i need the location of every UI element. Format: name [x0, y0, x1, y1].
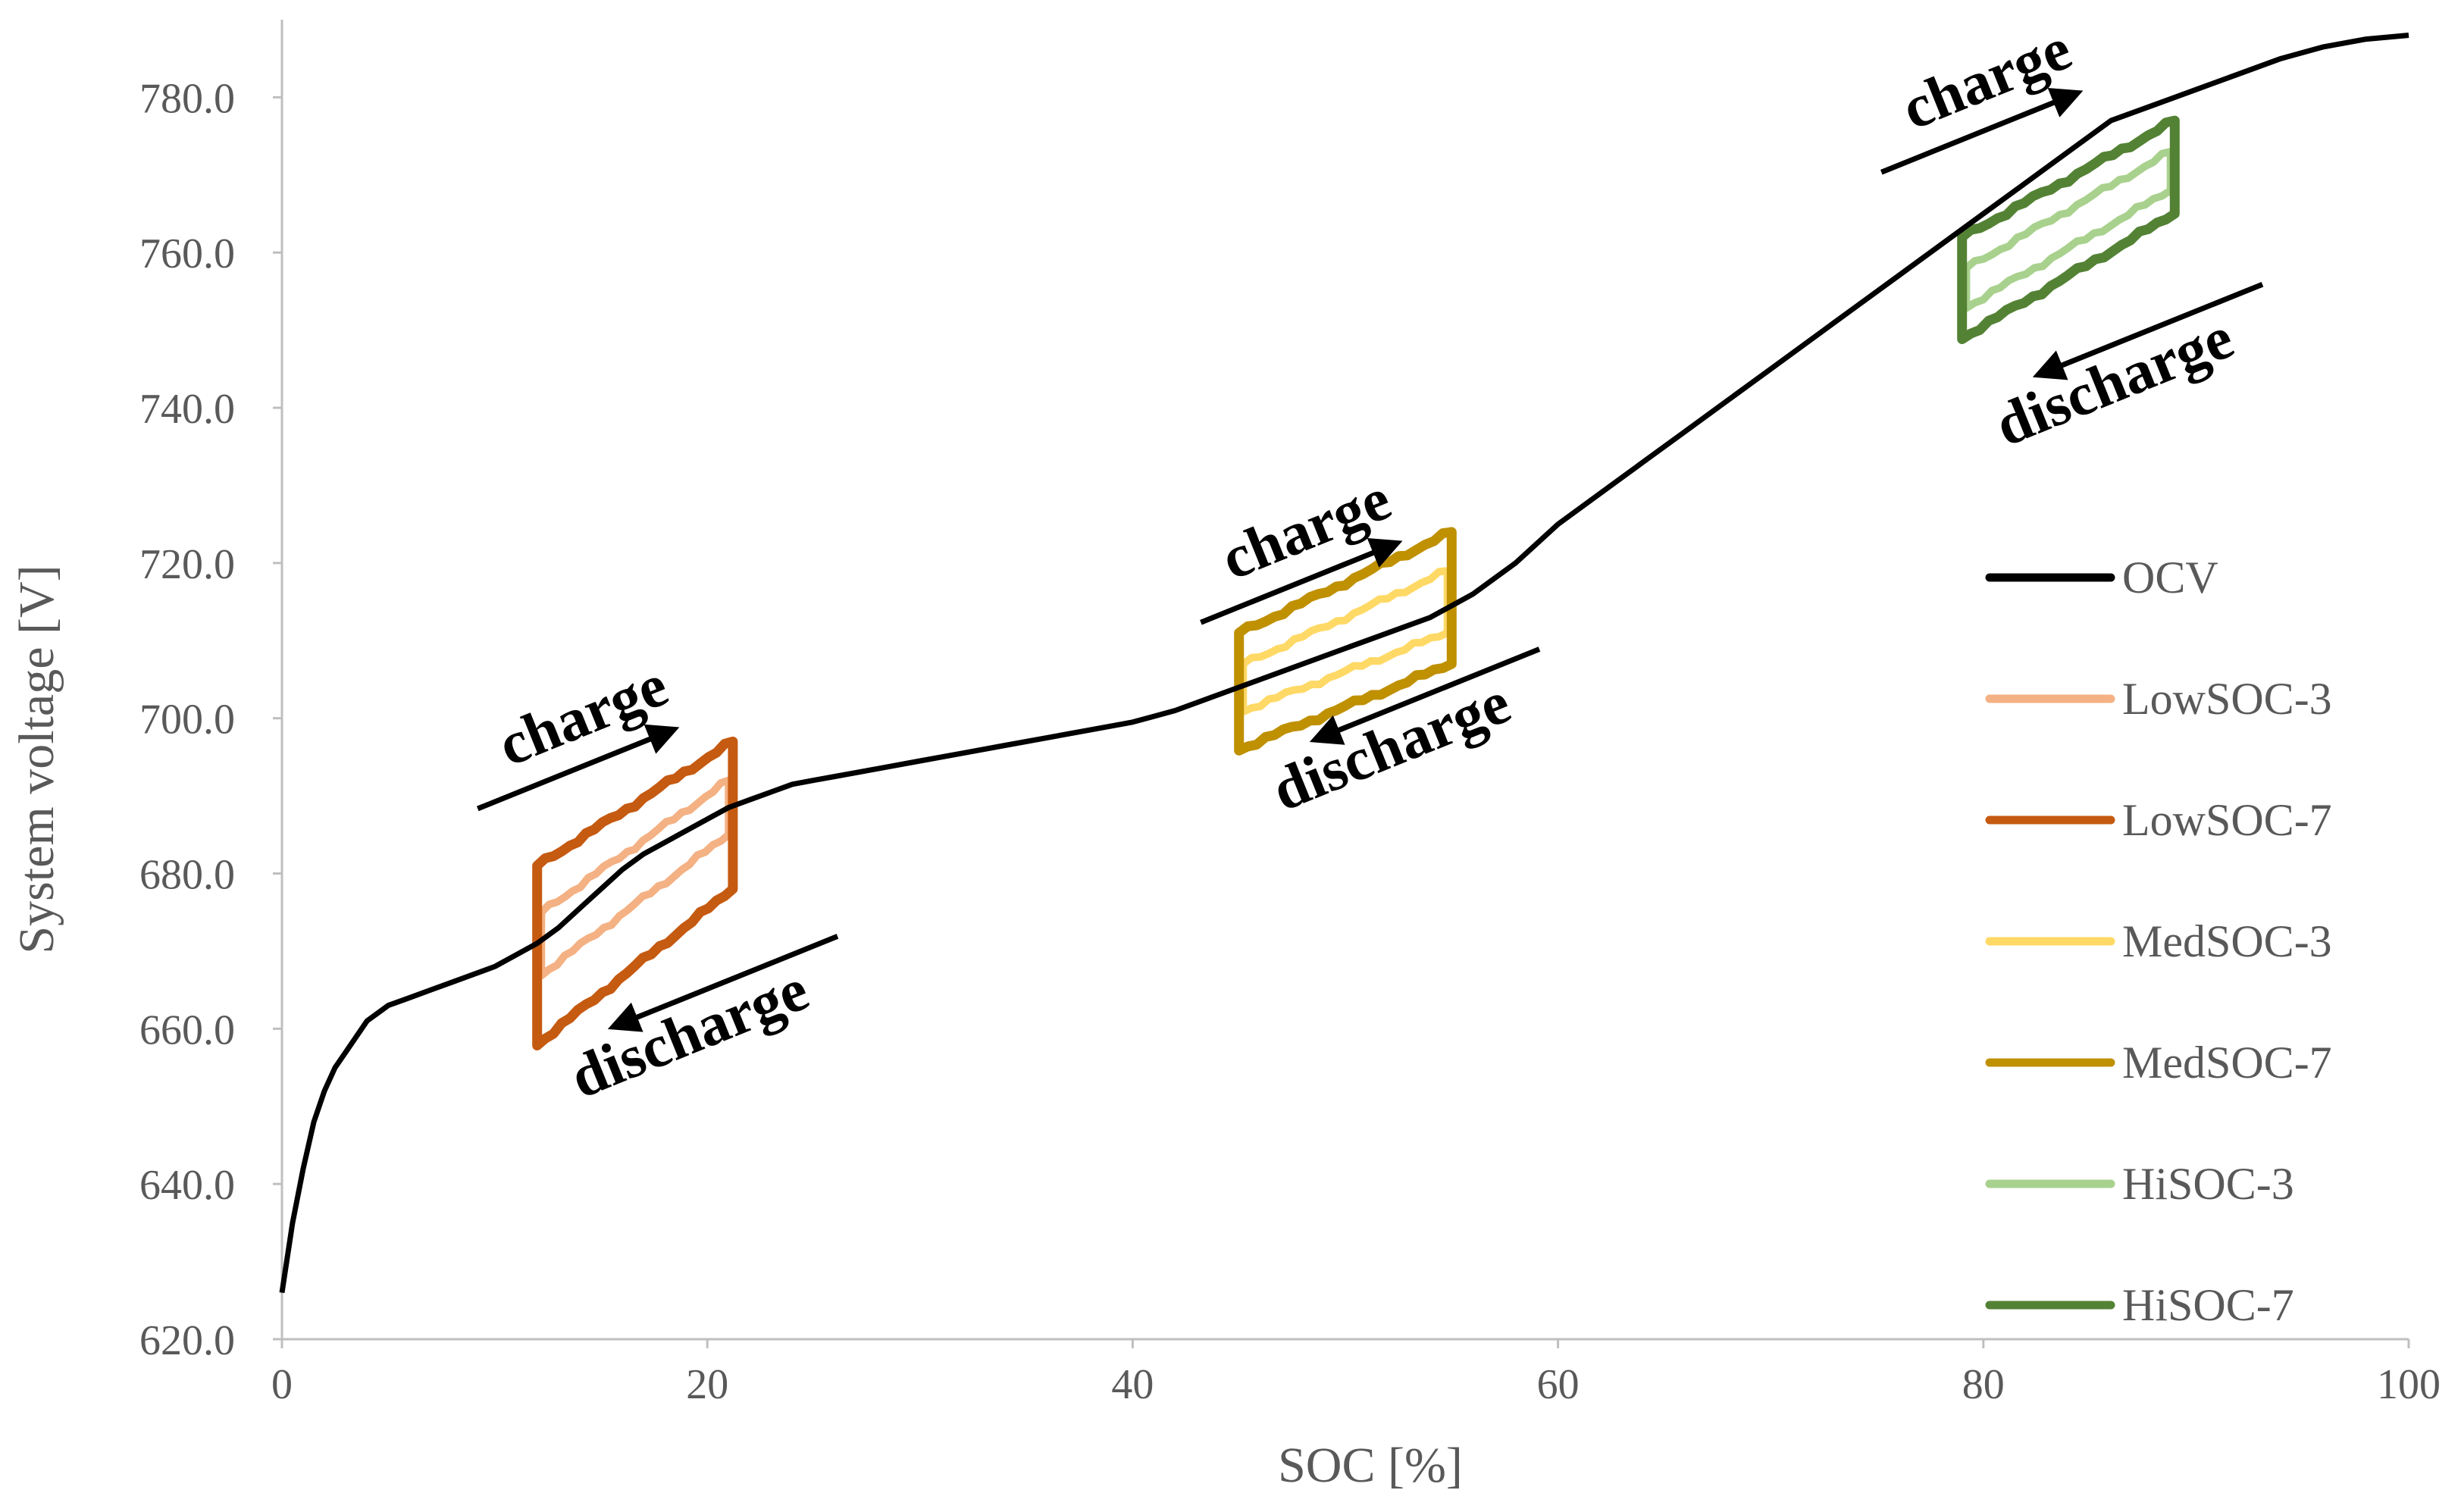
charge-label: charge	[1893, 15, 2080, 142]
y-tick-label: 720.0	[139, 541, 235, 588]
loop-lowsoc-7	[532, 736, 738, 1050]
y-tick-label: 680.0	[139, 852, 235, 899]
charge-arrow	[476, 724, 680, 812]
y-axis-title: System voltage [V]	[9, 565, 64, 953]
legend-label-ocv: OCV	[2122, 553, 2218, 603]
legend-label-hisoc-7: HiSOC-7	[2122, 1280, 2294, 1330]
legend-label-medsoc-7: MedSOC-7	[2122, 1038, 2332, 1088]
discharge-arrow	[1309, 646, 1541, 745]
charge-label: charge	[490, 652, 677, 779]
y-tick-label: 700.0	[139, 697, 235, 743]
legend-label-lowsoc-7: LowSOC-7	[2122, 795, 2332, 845]
discharge-arrow	[607, 934, 839, 1032]
ocv-curve-layer	[279, 33, 2409, 1294]
y-tick-label: 740.0	[139, 386, 235, 433]
plot-frame	[280, 20, 2409, 1341]
x-tick-label: 60	[1537, 1361, 1580, 1408]
discharge-arrow	[2032, 281, 2264, 380]
charge-arrow	[1200, 537, 1403, 625]
x-tick-label: 40	[1111, 1361, 1154, 1408]
ocv-line	[279, 33, 2409, 1294]
y-tick-label: 660.0	[139, 1006, 235, 1053]
soc-loops	[532, 115, 2180, 1050]
y-tick-label: 780.0	[139, 75, 235, 122]
legend-label-lowsoc-3: LowSOC-3	[2122, 674, 2332, 724]
x-axis-ticks: 0 20 40 60 80 100	[271, 1339, 2441, 1408]
x-tick-label: 20	[686, 1361, 728, 1408]
legend-label-hisoc-3: HiSOC-3	[2122, 1159, 2294, 1209]
legend: OCV LowSOC-3 LowSOC-7 MedSOC-3 MedSOC-7 HiSOC…	[1985, 553, 2332, 1330]
y-tick-label: 640.0	[139, 1162, 235, 1209]
x-tick-label: 100	[2377, 1361, 2441, 1408]
y-tick-label: 620.0	[139, 1317, 235, 1364]
loop-medsoc-7	[1234, 527, 1457, 756]
x-tick-label: 0	[271, 1361, 293, 1408]
charge-arrow	[1880, 87, 2084, 175]
x-axis-title: SOC [%]	[1278, 1438, 1463, 1493]
legend-label-medsoc-3: MedSOC-3	[2122, 916, 2332, 966]
x-tick-label: 80	[1962, 1361, 2005, 1408]
y-tick-label: 760.0	[139, 230, 235, 277]
discharge-label: discharge	[1987, 304, 2243, 459]
discharge-label: discharge	[562, 956, 818, 1112]
loop-hisoc-7	[1957, 115, 2180, 344]
charge-discharge-annotations: chargedischargechargedischargechargedisc…	[476, 15, 2264, 1112]
y-axis-ticks: 620.0 640.0 660.0 680.0 700.0 720.0 740.0 760.0…	[139, 75, 282, 1364]
